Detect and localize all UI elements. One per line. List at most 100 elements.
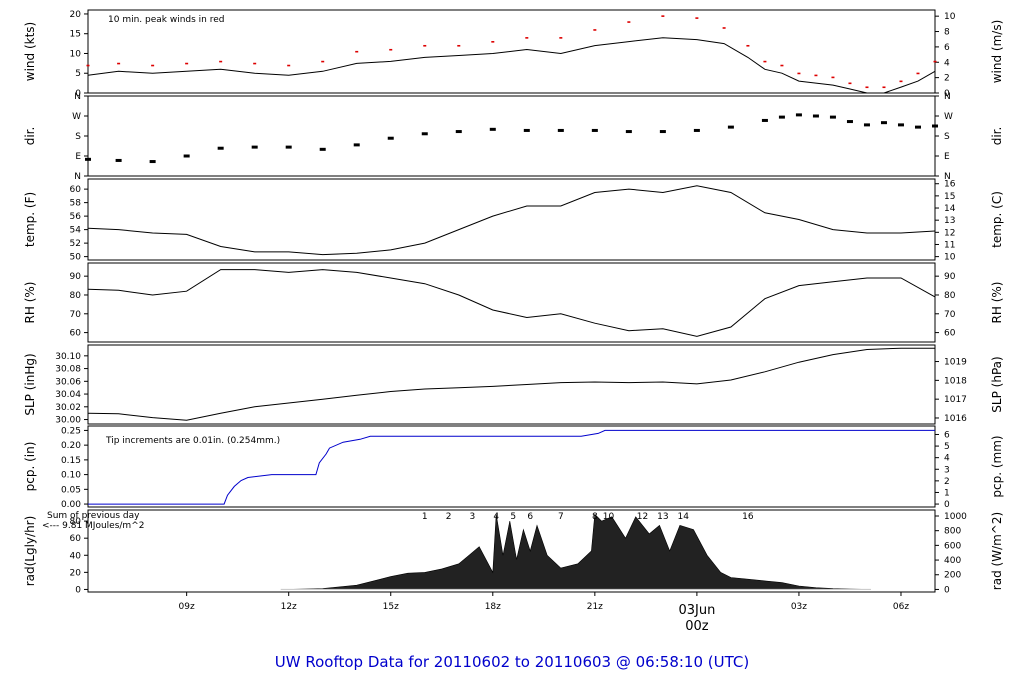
wind-peak-marker: [457, 44, 461, 47]
wind-peak-marker: [185, 62, 189, 65]
slp-frame: [87, 344, 936, 425]
rad-hour-marker: 2: [446, 512, 452, 522]
wind-peak-marker: [389, 48, 393, 51]
rh-right-tick-label: 80: [944, 291, 956, 301]
slp-right-tick-label: 1019: [944, 358, 967, 368]
rh-right-tick-label: 90: [944, 272, 956, 282]
dir-point: [795, 113, 802, 117]
temp-line: [87, 185, 936, 256]
dir-point: [319, 147, 326, 151]
wind-peak-marker: [525, 37, 529, 39]
wind-peak-marker: [916, 72, 920, 75]
slp-line: [87, 347, 935, 421]
dir-right-tick-label: S: [944, 132, 950, 142]
pcp-annotation: Tip increments are 0.01in. (0.254mm.): [105, 436, 280, 446]
rad-hour-marker: 8: [592, 512, 598, 522]
wind-peak-marker: [899, 80, 903, 83]
panel-slp: 30.00 30.02 30.04 30.06 30.08 30.10 1016 1017 10…: [23, 344, 1004, 426]
rad-hour-marker: 7: [558, 512, 564, 522]
rad-hour-marker: 14: [678, 512, 690, 522]
wind-left-tick-label: 10: [70, 49, 82, 59]
x-tick-label: 00z: [685, 619, 709, 634]
wind-right-tick-label: 2: [944, 74, 950, 84]
dir-left-tick-label: S: [75, 132, 81, 142]
x-tick-label: 18z: [485, 602, 501, 612]
slp-ylabel-left: SLP (inHg): [23, 353, 37, 415]
x-tick-label: 15z: [383, 602, 399, 612]
x-tick-label: 06z: [893, 602, 909, 612]
wind-peak-marker: [491, 41, 495, 43]
rad-right-tick-label: 600: [944, 541, 961, 551]
dir-point: [846, 120, 853, 124]
dir-point: [897, 123, 904, 127]
wind-left-tick-label: 5: [75, 69, 81, 79]
pcp-left-tick-label: 0.10: [61, 471, 81, 481]
pcp-ylabel-right: pcp. (mm): [990, 435, 1004, 497]
pcp-left-tick-label: 0.20: [61, 441, 81, 451]
rad-hour-marker: 6: [527, 512, 533, 522]
temp-frame: [87, 178, 936, 261]
dir-point: [489, 127, 496, 131]
rad-hour-marker: 5: [510, 512, 516, 522]
wind-peak-marker: [797, 72, 801, 75]
wind-peak-marker: [722, 27, 726, 29]
panel-wind: 0 5 10 15 20 0 2 4 6 8 10 wind (kts) wind (m/s) 10 mi…: [23, 9, 1004, 99]
pcp-right-tick-label: 6: [944, 430, 950, 440]
x-tick-label: 12z: [281, 602, 297, 612]
slp-right-tick-label: 1017: [944, 395, 967, 405]
x-date-label: 03Jun: [678, 603, 715, 618]
wind-peak-marker: [882, 86, 886, 89]
rad-left-tick-label: 60: [70, 534, 82, 544]
pcp-right-tick-label: 2: [944, 477, 950, 487]
dir-point: [387, 136, 394, 140]
dir-point: [659, 130, 666, 134]
temp-left-tick-label: 58: [70, 199, 82, 209]
dir-point: [591, 128, 598, 132]
dir-right-tick-label: E: [944, 152, 950, 162]
wind-peak-marker: [151, 64, 155, 67]
wind-left-tick-label: 20: [70, 10, 82, 20]
wind-annotation: 10 min. peak winds in red: [108, 15, 225, 25]
wind-right-tick-label: 4: [944, 58, 950, 68]
temp-left-tick-label: 52: [70, 239, 81, 249]
slp-left-tick-label: 30.00: [55, 416, 81, 426]
wind-peak-marker: [559, 37, 563, 39]
rad-right-tick-label: 200: [944, 571, 961, 581]
temp-right-tick-label: 16: [944, 180, 956, 190]
pcp-left-tick-label: 0.05: [61, 485, 81, 495]
dir-point: [251, 145, 258, 149]
rad-right-tick-label: 0: [944, 585, 950, 595]
rad-left-tick-label: 40: [70, 551, 82, 561]
wind-peak-marker: [423, 44, 427, 47]
dir-left-tick-label: W: [72, 112, 81, 122]
dir-point: [353, 143, 360, 147]
rh-line: [87, 269, 936, 337]
wind-right-tick-label: 8: [944, 28, 950, 38]
rad-hour-marker: 3: [470, 512, 476, 522]
dir-point: [880, 121, 887, 125]
temp-left-tick-label: 60: [70, 185, 82, 195]
wind-peak-marker: [746, 44, 750, 47]
rh-right-tick-label: 60: [944, 329, 956, 339]
temp-ylabel-left: temp. (F): [23, 192, 37, 247]
wind-right-tick-label: 0: [944, 89, 950, 99]
dir-frame: [87, 95, 936, 177]
temp-right-tick-label: 12: [944, 228, 955, 238]
wind-peak-marker: [627, 21, 631, 23]
temp-right-tick-label: 14: [944, 204, 956, 214]
rad-left-tick-label: 0: [75, 585, 81, 595]
slp-left-tick-label: 30.10: [55, 352, 81, 362]
x-tick-label: 03z: [791, 602, 807, 612]
wind-peak-marker: [831, 76, 835, 79]
temp-right-tick-label: 11: [944, 240, 955, 250]
dir-point: [115, 158, 122, 162]
chart-title: UW Rooftop Data for 20110602 to 20110603…: [275, 653, 749, 671]
dir-point: [183, 154, 190, 158]
dir-point: [778, 115, 785, 119]
rh-left-tick-label: 80: [70, 291, 82, 301]
wind-peak-marker: [865, 86, 869, 89]
rad-hour-marker: 16: [742, 512, 754, 522]
pcp-right-tick-label: 4: [944, 454, 950, 464]
rad-hour-marker: 12: [637, 512, 648, 522]
